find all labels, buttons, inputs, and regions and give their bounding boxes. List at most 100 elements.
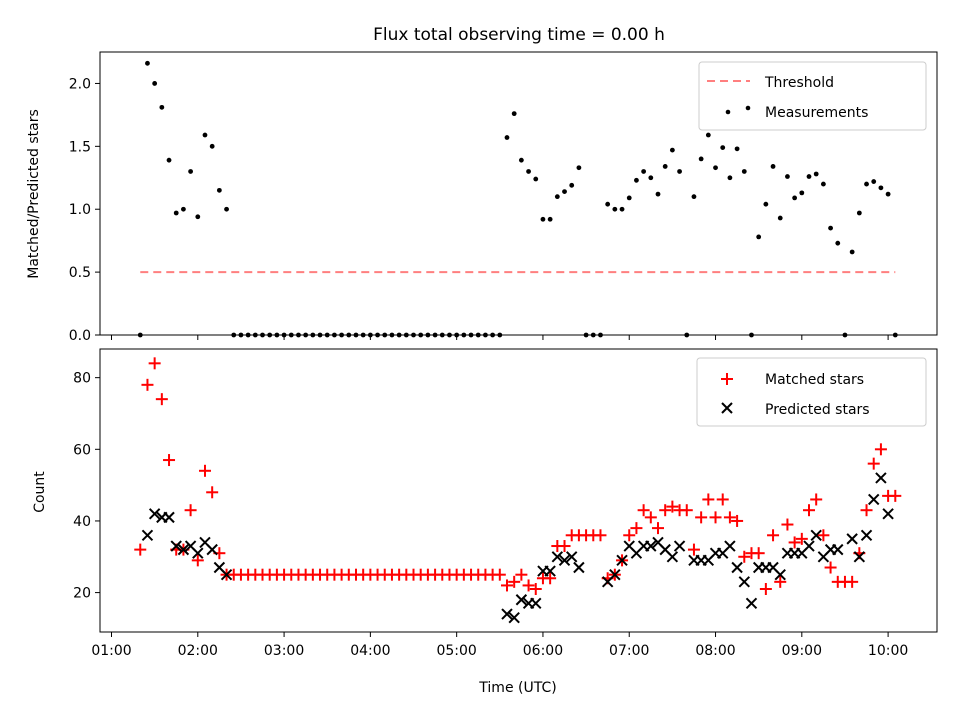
measurement-point	[612, 206, 618, 212]
measurement-point	[554, 194, 560, 200]
matched-star-marker	[191, 554, 204, 567]
matched-star-marker	[544, 572, 557, 585]
measurement-point	[648, 175, 654, 181]
predicted-star-marker	[645, 540, 657, 552]
legend-predicted-label: Predicted stars	[765, 402, 870, 418]
marker-stroke	[566, 551, 578, 563]
measurement-point	[662, 164, 668, 169]
y-tick-label: 80	[73, 371, 91, 387]
matched-star-marker	[767, 529, 780, 542]
x-tick-label: 10:00	[868, 643, 908, 659]
matched-star-marker	[738, 550, 751, 563]
marker-stroke	[609, 568, 621, 581]
measurement-point	[540, 216, 546, 222]
marker-stroke	[558, 554, 571, 567]
y-tick-label: 1.0	[69, 202, 91, 218]
marker-stroke	[853, 551, 866, 563]
measurement-point	[770, 164, 776, 169]
predicted-star-marker	[530, 597, 542, 610]
matched-star-marker	[184, 504, 197, 517]
measurement-point	[864, 181, 869, 187]
measurement-point	[569, 182, 575, 188]
legend-matched-label: Matched stars	[765, 372, 864, 388]
marker-stroke	[666, 551, 679, 563]
marker-stroke	[875, 472, 887, 484]
top-plot-frame	[99, 51, 938, 336]
marker-stroke	[774, 568, 786, 581]
predicted-star-marker	[853, 551, 866, 563]
measurement-point	[813, 171, 819, 177]
marker-stroke	[673, 540, 686, 552]
matched-star-marker	[529, 583, 542, 596]
marker-stroke	[177, 543, 190, 556]
predicted-star-marker	[170, 540, 182, 552]
matched-star-marker	[630, 522, 643, 535]
predicted-star-marker	[666, 551, 679, 563]
measurement-point	[619, 206, 625, 212]
measurement-point	[159, 104, 165, 110]
measurement-point	[849, 249, 855, 255]
measurement-point	[605, 201, 611, 207]
measurement-point	[756, 234, 762, 240]
matched-star-marker	[148, 357, 161, 370]
measurement-point	[669, 147, 675, 153]
top-panel: 0.00.51.01.52.0 Matched/Predicted stars …	[26, 51, 938, 344]
top-legend: Threshold Measurements	[698, 61, 927, 131]
marker-stroke	[616, 554, 628, 567]
marker-stroke	[623, 540, 635, 552]
predicted-star-marker	[875, 472, 887, 484]
bottom-data-layer	[134, 357, 902, 624]
predicted-star-marker	[882, 508, 894, 520]
bottom-y-axis-label: Count	[32, 471, 48, 513]
marker-stroke	[659, 543, 671, 556]
marker-stroke	[573, 561, 585, 574]
matched-star-marker	[817, 529, 830, 542]
measurement-point	[763, 201, 769, 207]
legend-predicted-marker	[721, 402, 733, 414]
legend-measurement-dot	[725, 109, 731, 115]
predicted-star-marker	[868, 493, 880, 506]
predicted-star-marker	[177, 543, 190, 556]
matched-star-marker	[594, 529, 607, 542]
matched-star-marker	[810, 493, 823, 506]
matched-star-marker	[867, 457, 880, 470]
measurement-point	[518, 157, 524, 163]
matched-star-marker	[795, 532, 808, 545]
marker-stroke	[860, 529, 873, 541]
matched-star-marker	[198, 464, 211, 477]
matched-star-marker	[874, 443, 887, 456]
marker-stroke	[501, 608, 513, 620]
predicted-star-marker	[731, 561, 743, 574]
marker-stroke	[163, 511, 175, 524]
predicted-star-marker	[803, 540, 815, 552]
predicted-star-marker	[206, 543, 218, 556]
measurement-point	[705, 132, 711, 138]
measurement-point	[677, 169, 682, 174]
y-tick-label: 2.0	[69, 76, 91, 92]
y-tick-label: 0.0	[69, 328, 91, 344]
measurement-point	[878, 185, 884, 191]
measurement-point	[181, 206, 186, 212]
x-tick-label: 06:00	[523, 643, 563, 659]
measurement-point	[799, 190, 805, 196]
matched-star-marker	[752, 547, 765, 560]
measurement-point	[885, 191, 891, 197]
measurement-point	[634, 177, 639, 183]
marker-stroke	[645, 540, 657, 552]
marker-stroke	[213, 561, 226, 574]
measurement-point	[188, 169, 194, 174]
y-tick-label: 1.5	[69, 139, 91, 155]
marker-stroke	[551, 551, 564, 563]
measurement-point	[734, 146, 740, 152]
matched-star-marker	[659, 504, 672, 517]
measurement-point	[216, 187, 222, 193]
matched-star-marker	[500, 579, 513, 592]
marker-stroke	[832, 543, 844, 556]
measurement-point	[792, 195, 798, 201]
matched-star-marker	[716, 493, 729, 506]
legend-threshold-label: Threshold	[764, 75, 834, 91]
measurement-point	[526, 169, 531, 174]
matched-star-marker	[206, 486, 219, 499]
bottom-plot-frame	[99, 348, 938, 633]
